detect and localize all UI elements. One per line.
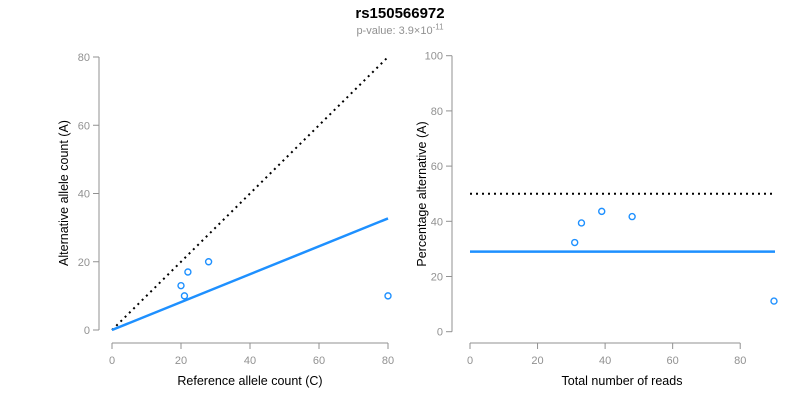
x-tick-label: 60 [667,355,679,367]
y-tick-label: 60 [78,120,90,132]
expected-heterozygous-identity-line [111,56,389,331]
y-tick-label: 100 [425,51,443,63]
data-point [628,212,636,221]
y-tick-label: 40 [431,216,443,228]
x-tick-label: 0 [467,355,473,367]
x-tick-label: 80 [382,355,394,367]
x-tick-label: 20 [531,355,543,367]
x-axis-label-left: Reference allele count (C) [177,374,322,388]
data-point [598,207,606,216]
observed-allele-ratio-line [111,217,389,332]
data-point [180,292,189,300]
p-value-text: p-value: 3.9×10 [356,25,433,37]
allele-count-scatter-panel: 0 20 40 60 80 0 20 40 60 80 [78,52,394,367]
p-value-subtitle: p-value: 3.9×10-11 [0,22,800,37]
p-value-exponent: -11 [432,22,444,32]
x-tick-label: 80 [734,355,746,367]
data-point [177,281,185,290]
data-point [571,238,579,247]
y-tick-label: 40 [78,189,90,201]
data-point [770,297,778,305]
data-point [384,292,392,300]
y-tick-label: 20 [431,272,443,284]
data-point [577,219,586,227]
y-axis-label-right: Percentage alternative (A) [415,121,429,266]
x-axis-label-right: Total number of reads [562,374,683,388]
y-tick-label: 0 [437,327,443,339]
y-tick-label: 20 [78,257,90,269]
data-point [204,258,213,266]
percentage-scatter-panel: 0 20 40 60 80 0 20 40 60 80 100 [425,51,778,367]
y-tick-label: 80 [78,52,90,64]
x-tick-label: 40 [599,355,611,367]
y-tick-label: 60 [431,161,443,173]
x-tick-label: 60 [313,355,325,367]
y-axis-label-left: Alternative allele count (A) [57,120,71,266]
y-tick-label: 0 [84,325,90,337]
plot-title: rs150566972 [355,5,445,22]
y-tick-label: 80 [431,106,443,118]
x-tick-label: 40 [244,355,256,367]
x-tick-label: 20 [175,355,187,367]
x-tick-label: 0 [109,355,115,367]
data-point [184,268,192,276]
